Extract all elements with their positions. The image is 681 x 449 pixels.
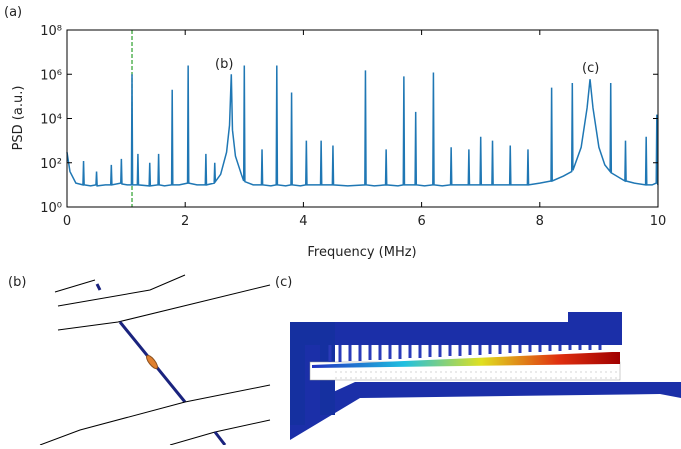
x-axis-label: Frequency (MHz): [307, 245, 416, 260]
fem-image: [290, 312, 681, 440]
panel-label: (b): [8, 275, 26, 290]
page: {"chart_data": {"type": "line", "xlabel"…: [0, 0, 681, 445]
y-tick-label: 10⁴: [40, 113, 62, 128]
mesh-image: [40, 275, 270, 445]
annotation: (b): [215, 57, 233, 72]
plot-frame: [67, 30, 658, 207]
x-tick-label: 0: [63, 214, 71, 229]
panel-label: (a): [4, 5, 22, 20]
x-tick-label: 2: [181, 214, 189, 229]
x-tick-label: 4: [299, 214, 307, 229]
y-tick-label: 10⁶: [40, 68, 62, 83]
x-tick-label: 10: [650, 214, 667, 229]
x-tick-label: 6: [417, 214, 425, 229]
y-tick-label: 10²: [40, 157, 62, 172]
y-tick-label: 10⁰: [40, 201, 62, 216]
panel-label: (c): [275, 275, 292, 290]
y-axis-label: PSD (a.u.): [11, 86, 26, 151]
x-tick-label: 8: [536, 214, 544, 229]
annotation: (c): [582, 61, 599, 76]
psd-line: [67, 65, 658, 185]
figure: (a) (b) (c) Frequency (MHz) PSD (a.u.) (…: [0, 0, 681, 445]
y-tick-label: 10⁸: [40, 24, 62, 39]
